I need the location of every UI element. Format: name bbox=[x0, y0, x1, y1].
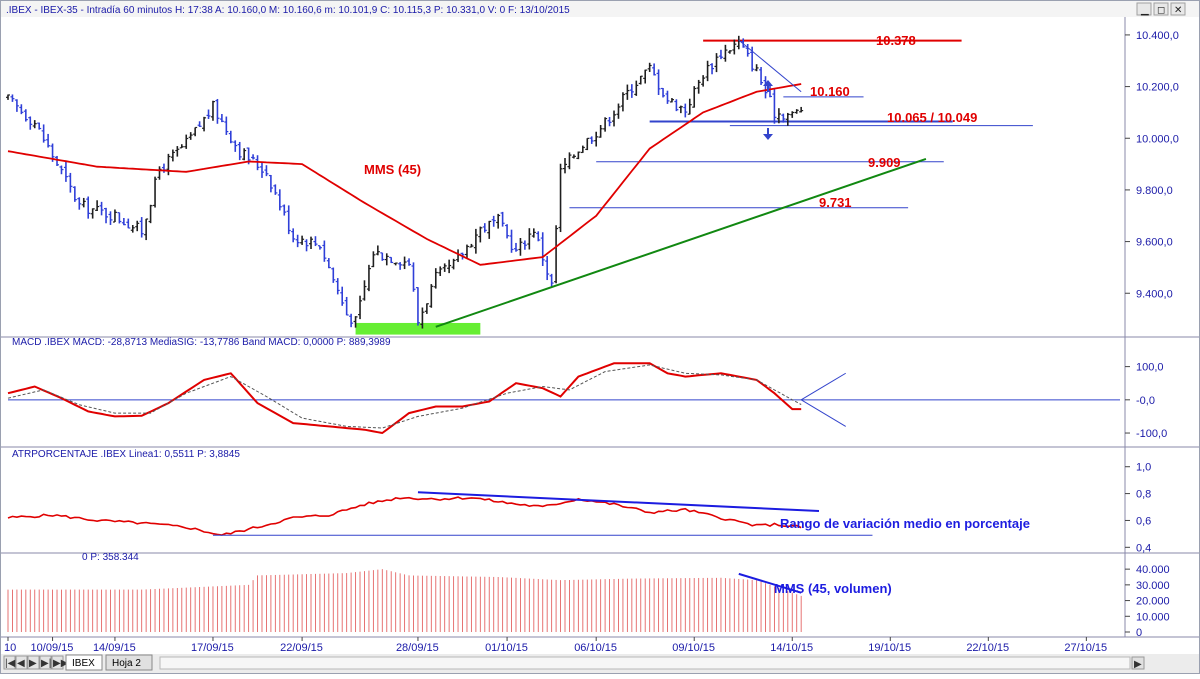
tab-nav-buttons: |◀ ◀ ▶ ▶| ▶▶ bbox=[3, 655, 69, 670]
macd-signal-line bbox=[7, 364, 802, 429]
panel-frames bbox=[1, 17, 1199, 638]
level-10378-label: 10.378 bbox=[876, 33, 916, 48]
macd-caption: MACD .IBEX MACD: -28,8713 MediaSIG: -13,… bbox=[12, 337, 391, 348]
tab-nav-button[interactable] bbox=[15, 655, 28, 670]
macd-band-lower bbox=[800, 399, 846, 427]
volume-ytick-label: 10.000 bbox=[1136, 611, 1170, 623]
x-tick-label: 10 bbox=[4, 642, 16, 654]
tab-nav-button[interactable] bbox=[39, 655, 52, 670]
price-ytick-label: 10.400,0 bbox=[1136, 30, 1179, 42]
tab-hoja-2-label: Hoja 2 bbox=[112, 658, 141, 669]
tab-hoja-2[interactable] bbox=[105, 654, 153, 671]
macd-band-upper bbox=[800, 372, 846, 401]
atr-panel: 0,4 0,6 0,8 1,0 bbox=[7, 462, 1151, 554]
price-panel: 9.400,0 9.600,0 9.800,0 10.000,0 10.200,0 10.… bbox=[6, 30, 1179, 335]
support-trendline bbox=[435, 157, 927, 328]
macd-ytick-label: 100,0 bbox=[1136, 362, 1164, 374]
volume-ytick-label: 40.000 bbox=[1136, 564, 1170, 576]
tab-nav-icon: ◀ bbox=[17, 658, 25, 669]
macd-ytick-label: -100,0 bbox=[1136, 428, 1167, 440]
volume-ytick-label: 0 bbox=[1136, 627, 1142, 639]
x-tick-label: 22/09/15 bbox=[280, 642, 323, 654]
window-title: .IBEX - IBEX-35 - Intradía 60 minutos H:… bbox=[6, 5, 570, 16]
atr-caption: ATRPORCENTAJE .IBEX Linea1: 0,5511 P: 3,… bbox=[12, 449, 240, 460]
x-tick-label: 14/10/15 bbox=[770, 642, 813, 654]
arrow-up-icon bbox=[763, 80, 773, 92]
horizontal-scrollbar[interactable] bbox=[159, 656, 1131, 670]
tab-ibex[interactable] bbox=[65, 654, 103, 671]
x-tick-label: 01/10/15 bbox=[485, 642, 528, 654]
x-tick-label: 06/10/15 bbox=[574, 642, 617, 654]
maximize-icon: ◻ bbox=[1157, 5, 1165, 16]
scroll-right-button[interactable] bbox=[1131, 656, 1145, 670]
tab-nav-icon: |◀ bbox=[5, 658, 16, 669]
close-button[interactable] bbox=[1170, 2, 1186, 16]
atr-ytick-label: 0,8 bbox=[1136, 489, 1151, 501]
window-controls: ▁ ◻ ✕ bbox=[1136, 2, 1186, 16]
minimize-button[interactable] bbox=[1136, 2, 1152, 16]
macd-line bbox=[7, 362, 802, 435]
price-ytick-label: 10.200,0 bbox=[1136, 82, 1179, 94]
volume-ytick-label: 20.000 bbox=[1136, 596, 1170, 608]
price-ytick-label: 10.000,0 bbox=[1136, 133, 1179, 145]
resistance-trendline bbox=[738, 39, 802, 93]
x-tick-label: 10/09/15 bbox=[31, 642, 74, 654]
volume-caption: 0 P: 358.344 bbox=[82, 552, 139, 563]
price-ytick-label: 9.600,0 bbox=[1136, 237, 1173, 249]
atr-trendline bbox=[417, 491, 820, 513]
atr-line bbox=[7, 496, 802, 536]
maximize-button[interactable] bbox=[1153, 2, 1169, 16]
volume-ytick-label: 30.000 bbox=[1136, 580, 1170, 592]
tab-nav-button[interactable] bbox=[51, 655, 64, 670]
atr-annotation: Rango de variación medio en porcentaje bbox=[780, 516, 1030, 531]
x-tick-label: 28/09/15 bbox=[396, 642, 439, 654]
x-tick-label: 22/10/15 bbox=[966, 642, 1009, 654]
volume-trendline bbox=[738, 572, 802, 594]
tab-nav-button[interactable] bbox=[27, 655, 40, 670]
atr-ytick-label: 0,4 bbox=[1136, 542, 1151, 554]
macd-ytick-label: -0,0 bbox=[1136, 395, 1155, 407]
tab-nav-button[interactable] bbox=[3, 655, 16, 670]
tab-nav-icon: ▶ bbox=[29, 658, 37, 669]
x-tick-label: 17/09/15 bbox=[191, 642, 234, 654]
tab-ibex-label: IBEX bbox=[72, 658, 95, 669]
level-10160-label: 10.160 bbox=[810, 84, 850, 99]
price-ytick-label: 9.400,0 bbox=[1136, 288, 1173, 300]
tab-nav-icon: ▶| bbox=[41, 658, 51, 669]
x-tick-label: 14/09/15 bbox=[93, 642, 136, 654]
price-ytick-label: 9.800,0 bbox=[1136, 185, 1173, 197]
macd-panel: -100,0 -0,0 100,0 bbox=[7, 362, 1167, 440]
mms-label: MMS (45) bbox=[364, 162, 421, 177]
tab-nav-icon: ▶▶ bbox=[53, 658, 69, 669]
mms-45-line bbox=[7, 83, 802, 266]
scroll-right-icon: ▶ bbox=[1134, 659, 1142, 670]
support-zone-box bbox=[355, 322, 481, 335]
atr-ytick-label: 1,0 bbox=[1136, 462, 1151, 474]
close-icon: ✕ bbox=[1174, 5, 1182, 16]
level-9909-label: 9.909 bbox=[868, 155, 901, 170]
volume-panel: 0 10.000 20.000 30.000 40.000 bbox=[7, 564, 1170, 639]
x-tick-label: 19/10/15 bbox=[868, 642, 911, 654]
level-9731-label: 9.731 bbox=[819, 195, 852, 210]
arrow-down-icon bbox=[763, 128, 773, 140]
volume-annotation: MMS (45, volumen) bbox=[774, 581, 892, 596]
x-tick-label: 27/10/15 bbox=[1064, 642, 1107, 654]
x-axis: 10 10/09/15 14/09/15 17/09/15 22/09/15 28/09/… bbox=[4, 637, 1107, 654]
x-tick-label: 09/10/15 bbox=[672, 642, 715, 654]
title-bar bbox=[1, 1, 1199, 17]
sheet-tab-bar: |◀ ◀ ▶ ▶| ▶▶ IBEX Hoja 2 ▶ bbox=[1, 654, 1199, 673]
minimize-icon: ▁ bbox=[1140, 5, 1149, 16]
level-10065-label: 10.065 / 10.049 bbox=[887, 110, 977, 125]
atr-ytick-label: 0,6 bbox=[1136, 515, 1151, 527]
